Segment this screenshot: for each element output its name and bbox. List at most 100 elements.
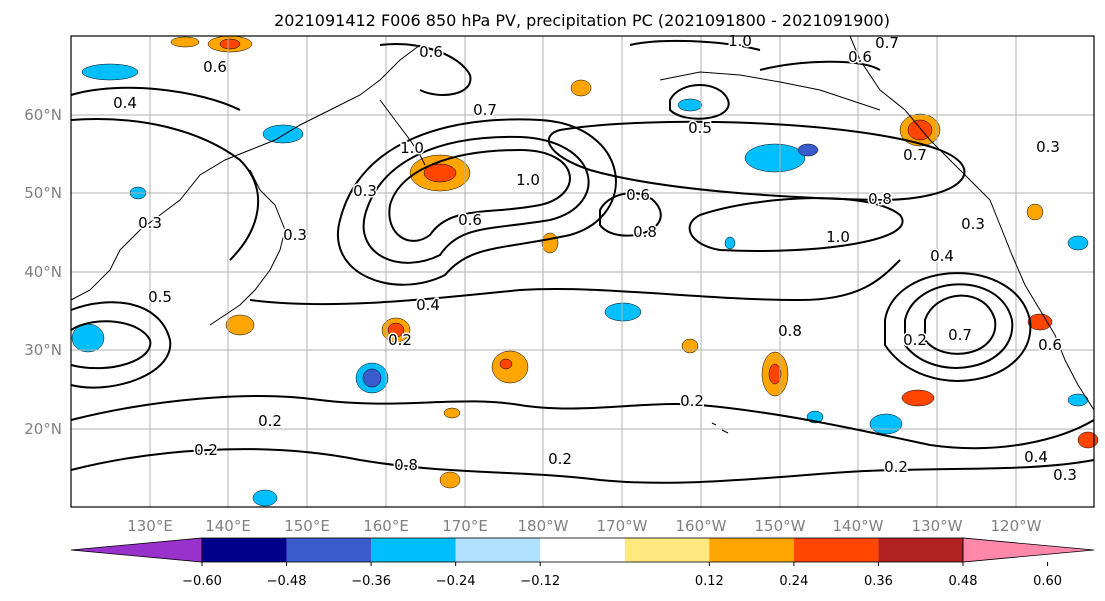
pv-contour-line: [884, 272, 1032, 382]
colorbar-tick-label: −0.48: [267, 574, 307, 589]
pv-contour-label: 0.4: [930, 247, 954, 265]
pv-contour-line: [924, 294, 997, 355]
pv-contour-label: 0.6: [1038, 336, 1062, 354]
lat-tick-label: 20°N: [24, 420, 62, 438]
lon-tick-label: 170°E: [442, 517, 488, 535]
colorbar-tick-label: 0.36: [864, 574, 893, 589]
pv-contour-label: 0.8: [778, 322, 802, 340]
graticule: [71, 36, 1094, 507]
pv-contour-label: 0.2: [680, 392, 704, 410]
pv-contour-label: 0.4: [1024, 448, 1048, 466]
lon-tick-label: 140°E: [205, 517, 251, 535]
pv-contour-label: 0.2: [884, 458, 908, 476]
pv-contour-label: 1.0: [516, 171, 540, 189]
pv-contour-line: [362, 135, 590, 264]
pv-contour-label: 0.5: [148, 288, 172, 306]
coastline-segment: [849, 35, 1095, 411]
lon-tick-label: 150°E: [284, 517, 330, 535]
lat-tick-label: 40°N: [24, 263, 62, 281]
lon-tick-label: 130°W: [912, 517, 963, 535]
pv-contour-line: [249, 259, 901, 306]
map-panel: 0.60.40.30.70.51.01.00.60.80.80.60.70.60…: [70, 31, 1099, 508]
pv-contour-label: 0.2: [903, 331, 927, 349]
map-frame: [70, 35, 1095, 508]
pv-contour-line: [70, 448, 1095, 484]
pv-contour-label: 0.3: [353, 182, 377, 200]
pv-contour-label: 0.4: [113, 94, 137, 112]
pv-contour-line: [904, 283, 1014, 369]
precip-shading-patch: [1067, 235, 1089, 251]
pv-contour-line: [759, 60, 881, 71]
pv-contour-label: 0.6: [203, 58, 227, 76]
pv-contour-label: 0.8: [868, 190, 892, 208]
precip-shading-patch: [81, 63, 139, 81]
precip-shading-patch: [677, 98, 703, 112]
pv-contour-line: [599, 192, 662, 237]
precip-shading-patch: [499, 358, 513, 370]
coastline-segment: [209, 169, 286, 326]
precip-shading-patch: [219, 38, 241, 50]
figure-title: 2021091412 F006 850 hPa PV, precipitatio…: [274, 11, 890, 30]
precip-shading-patch: [869, 413, 903, 435]
colorbar-tick-label: 0.12: [695, 574, 724, 589]
colorbar-swatch: [709, 538, 794, 562]
pv-contour-label: 0.7: [875, 34, 899, 52]
latitude-axis: 60°N 50°N 40°N 30°N 20°N: [24, 106, 62, 438]
colorbar-swatch: [371, 538, 456, 562]
precip-shading-patch: [1026, 203, 1044, 221]
precip-shading-patch: [423, 163, 457, 183]
colorbar: −0.60 −0.48 −0.36 −0.24 −0.12 0.12 0.24 0.36 0.4…: [70, 537, 1095, 589]
precip-shading-patch: [71, 323, 105, 353]
precip-shading-patch: [901, 389, 935, 407]
colorbar-over-extension: [962, 537, 1095, 563]
pv-contour-label: 0.3: [1053, 466, 1077, 484]
colorbar-swatch: [878, 538, 963, 562]
pv-contour-line: [70, 118, 260, 261]
coastline-segment: [711, 422, 717, 426]
pv-contour-label: 0.3: [961, 215, 985, 233]
pv-contour-labels: 0.60.40.30.70.51.01.00.60.80.80.60.70.60…: [112, 31, 1079, 486]
pv-contour-line: [688, 197, 904, 252]
pv-contour-line: [629, 39, 761, 51]
colorbar-tick-label: −0.60: [182, 574, 222, 589]
pv-contour-line: [379, 43, 472, 96]
precip-shading-patch: [724, 236, 736, 250]
colorbar-tick-label: 0.60: [1033, 574, 1062, 589]
pv-contour-line: [337, 118, 617, 286]
pv-contour-line: [669, 84, 730, 120]
colorbar-tick-label: −0.36: [351, 574, 391, 589]
precip-shading-patch: [907, 119, 933, 141]
pv-contours: [70, 39, 1095, 484]
pv-contour-label: 0.2: [388, 331, 412, 349]
colorbar-swatch: [286, 538, 372, 562]
precip-shading-patch: [570, 79, 592, 97]
precip-shading-patch: [170, 36, 200, 48]
precip-shading-patch: [362, 368, 382, 388]
precip-shading-patch: [604, 302, 642, 322]
lon-tick-label: 120°W: [991, 517, 1042, 535]
pv-contour-line: [70, 86, 241, 111]
precip-shading-patch: [225, 314, 255, 336]
pv-contour-line: [547, 120, 966, 202]
precip-shading-patch: [744, 143, 806, 173]
coastlines: [70, 35, 1095, 434]
lon-tick-label: 160°E: [363, 517, 409, 535]
precip-shading-patch: [1077, 431, 1099, 449]
pv-contour-line: [70, 320, 152, 370]
lat-tick-label: 60°N: [24, 106, 62, 124]
lon-tick-label: 170°W: [597, 517, 648, 535]
lat-tick-label: 50°N: [24, 184, 62, 202]
lon-tick-label: 160°W: [676, 517, 727, 535]
colorbar-swatch: [202, 538, 287, 562]
colorbar-swatch: [624, 538, 710, 562]
pv-contour-label: 0.2: [258, 412, 282, 430]
colorbar-swatch: [455, 538, 541, 562]
pv-contour-label: 0.6: [458, 211, 482, 229]
pv-contour-label: 1.0: [826, 228, 850, 246]
lat-tick-label: 30°N: [24, 341, 62, 359]
precip-shading-patch: [681, 338, 699, 354]
precip-shading-patch: [797, 143, 819, 157]
colorbar-tick-label: −0.12: [520, 574, 560, 589]
pv-contour-label: 0.3: [138, 214, 162, 232]
